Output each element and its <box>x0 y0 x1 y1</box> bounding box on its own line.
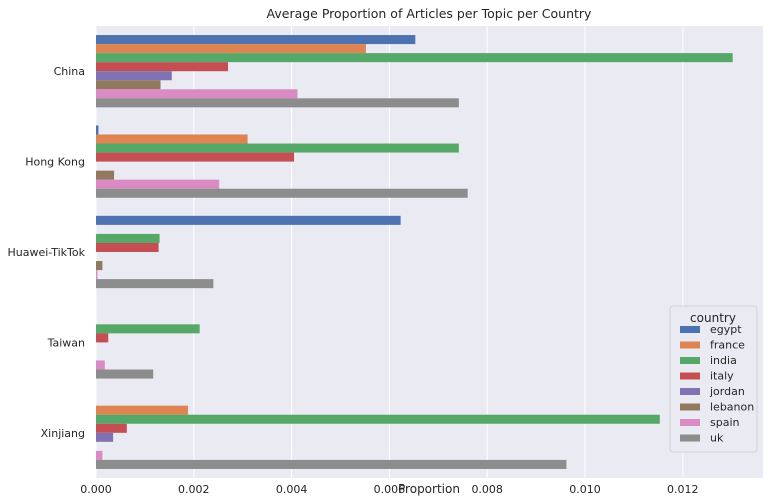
bar-spain <box>96 270 98 280</box>
bar-india <box>96 53 733 63</box>
bar-india <box>96 414 660 424</box>
x-tick-labels: 0.000 0.002 0.004 0.006 0.008 0.010 0.012 <box>80 483 698 496</box>
category-label: Huawei-TikTok <box>7 246 85 259</box>
x-axis-label: Proportion <box>398 482 460 496</box>
bar-italy <box>96 242 159 252</box>
bar-spain <box>96 179 220 189</box>
category-label: Xinjiang <box>41 427 85 440</box>
legend-label-spain: spain <box>710 416 740 429</box>
legend-swatch-india <box>680 357 700 364</box>
x-tick-label: 0.012 <box>667 483 699 496</box>
legend-label-india: india <box>710 354 737 367</box>
bar-spain <box>96 89 298 99</box>
category-label: Hong Kong <box>25 156 85 169</box>
bar-lebanon <box>96 80 161 90</box>
bar-uk <box>96 369 154 379</box>
legend-swatch-france <box>680 341 700 349</box>
bar-france <box>96 405 188 415</box>
bar-italy <box>96 62 229 72</box>
bar-uk <box>96 188 468 198</box>
category-label: Taiwan <box>47 336 85 349</box>
legend-swatch-italy <box>680 372 700 380</box>
legend-label-lebanon: lebanon <box>710 401 754 414</box>
chart-title: Average Proportion of Articles per Topic… <box>267 6 593 21</box>
legend-swatch-lebanon <box>680 403 700 411</box>
bar-italy <box>96 152 295 162</box>
bar-france <box>96 44 366 54</box>
bar-egypt <box>96 35 416 45</box>
legend-title: country <box>690 311 736 325</box>
bar-india <box>96 233 160 243</box>
bar-jordan <box>96 432 114 442</box>
bar-india <box>96 143 459 153</box>
x-tick-label: 0.004 <box>276 483 308 496</box>
bar-france <box>96 134 248 144</box>
category-label: China <box>54 65 85 78</box>
legend-swatch-spain <box>680 419 700 426</box>
bar-spain <box>96 450 103 460</box>
category-labels: China Hong Kong Huawei-TikTok Taiwan Xinjian… <box>7 65 85 440</box>
legend-swatch-egypt <box>680 326 700 333</box>
bar-egypt <box>96 215 401 225</box>
x-tick-label: 0.008 <box>471 483 503 496</box>
legend-label-egypt: egypt <box>710 323 742 336</box>
bar-uk <box>96 459 567 469</box>
bar-egypt <box>96 125 99 135</box>
legend: country egypt france india italy jordan leban… <box>669 305 758 453</box>
x-tick-label: 0.006 <box>374 483 406 496</box>
bar-italy <box>96 333 109 343</box>
legend-label-italy: italy <box>710 370 734 383</box>
legend-swatch-jordan <box>680 388 700 395</box>
legend-label-france: france <box>710 339 745 352</box>
bar-india <box>96 324 200 334</box>
x-tick-label: 0.010 <box>569 483 601 496</box>
legend-swatch-uk <box>680 434 700 442</box>
legend-label-jordan: jordan <box>709 385 745 398</box>
bar-lebanon <box>96 261 103 271</box>
bar-jordan <box>96 71 172 81</box>
bar-uk <box>96 279 214 289</box>
legend-label-uk: uk <box>710 432 724 445</box>
bar-spain <box>96 360 105 370</box>
x-tick-label: 0.002 <box>178 483 210 496</box>
bar-italy <box>96 423 127 433</box>
bars <box>96 35 733 469</box>
bar-lebanon <box>96 170 115 180</box>
x-tick-label: 0.000 <box>80 483 112 496</box>
bar-uk <box>96 98 459 108</box>
